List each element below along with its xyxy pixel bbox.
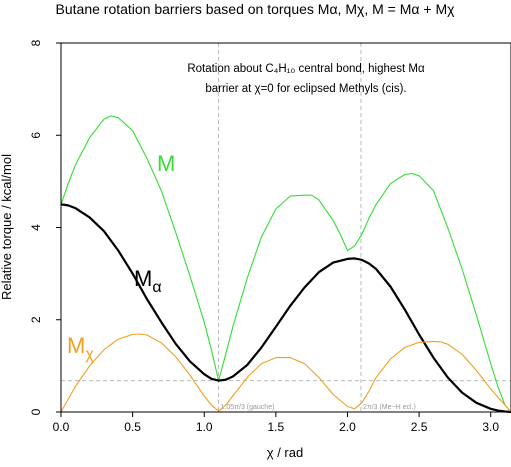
- y-tick-label: 2: [29, 316, 43, 323]
- reference-lines: 1.05π/3 (gauche) 2π/3 (Me−H ecl.): [61, 43, 511, 412]
- annotation-line-1: Rotation about C₄H₁₀ central bond, highe…: [187, 63, 425, 75]
- x-axis-title: χ / rad: [267, 445, 303, 460]
- series-label: Mα: [134, 266, 162, 296]
- axes: 0.0 0.5 1.0 1.5 2.0 2.5 3.0 0 2 4 6 8: [29, 39, 499, 434]
- series-label: Mχ: [67, 333, 94, 363]
- x-tick-label: 2.5: [411, 420, 428, 434]
- x-tick-label: 0.5: [124, 420, 141, 434]
- y-tick-label: 6: [29, 132, 43, 139]
- series-labels: M Mα Mχ: [67, 151, 175, 363]
- vertical-marker-label: 1.05π/3 (gauche): [221, 404, 275, 411]
- vertical-marker-label: 2π/3 (Me−H ecl.): [363, 404, 416, 411]
- series-label: M: [157, 151, 175, 176]
- series-line: [60, 115, 511, 413]
- chart-title: Butane rotation barriers based on torque…: [56, 1, 456, 17]
- x-tick-label: 2.0: [339, 420, 356, 434]
- y-tick-label: 4: [29, 224, 43, 231]
- series-line: [60, 203, 511, 414]
- series-line: [60, 333, 511, 413]
- x-tick-label: 1.5: [268, 420, 285, 434]
- x-tick-label: 0.0: [53, 420, 70, 434]
- annotation-line-2: barrier at χ=0 for eclipsed Methyls (cis…: [205, 83, 406, 95]
- plot-frame: [60, 42, 511, 413]
- y-tick-label: 8: [29, 39, 43, 46]
- x-tick-label: 1.0: [196, 420, 213, 434]
- x-tick-label: 3.0: [482, 420, 499, 434]
- series-group: [60, 115, 511, 414]
- y-tick-label: 0: [29, 408, 43, 415]
- y-axis-title: Relative torque / kcal/mol: [0, 154, 14, 300]
